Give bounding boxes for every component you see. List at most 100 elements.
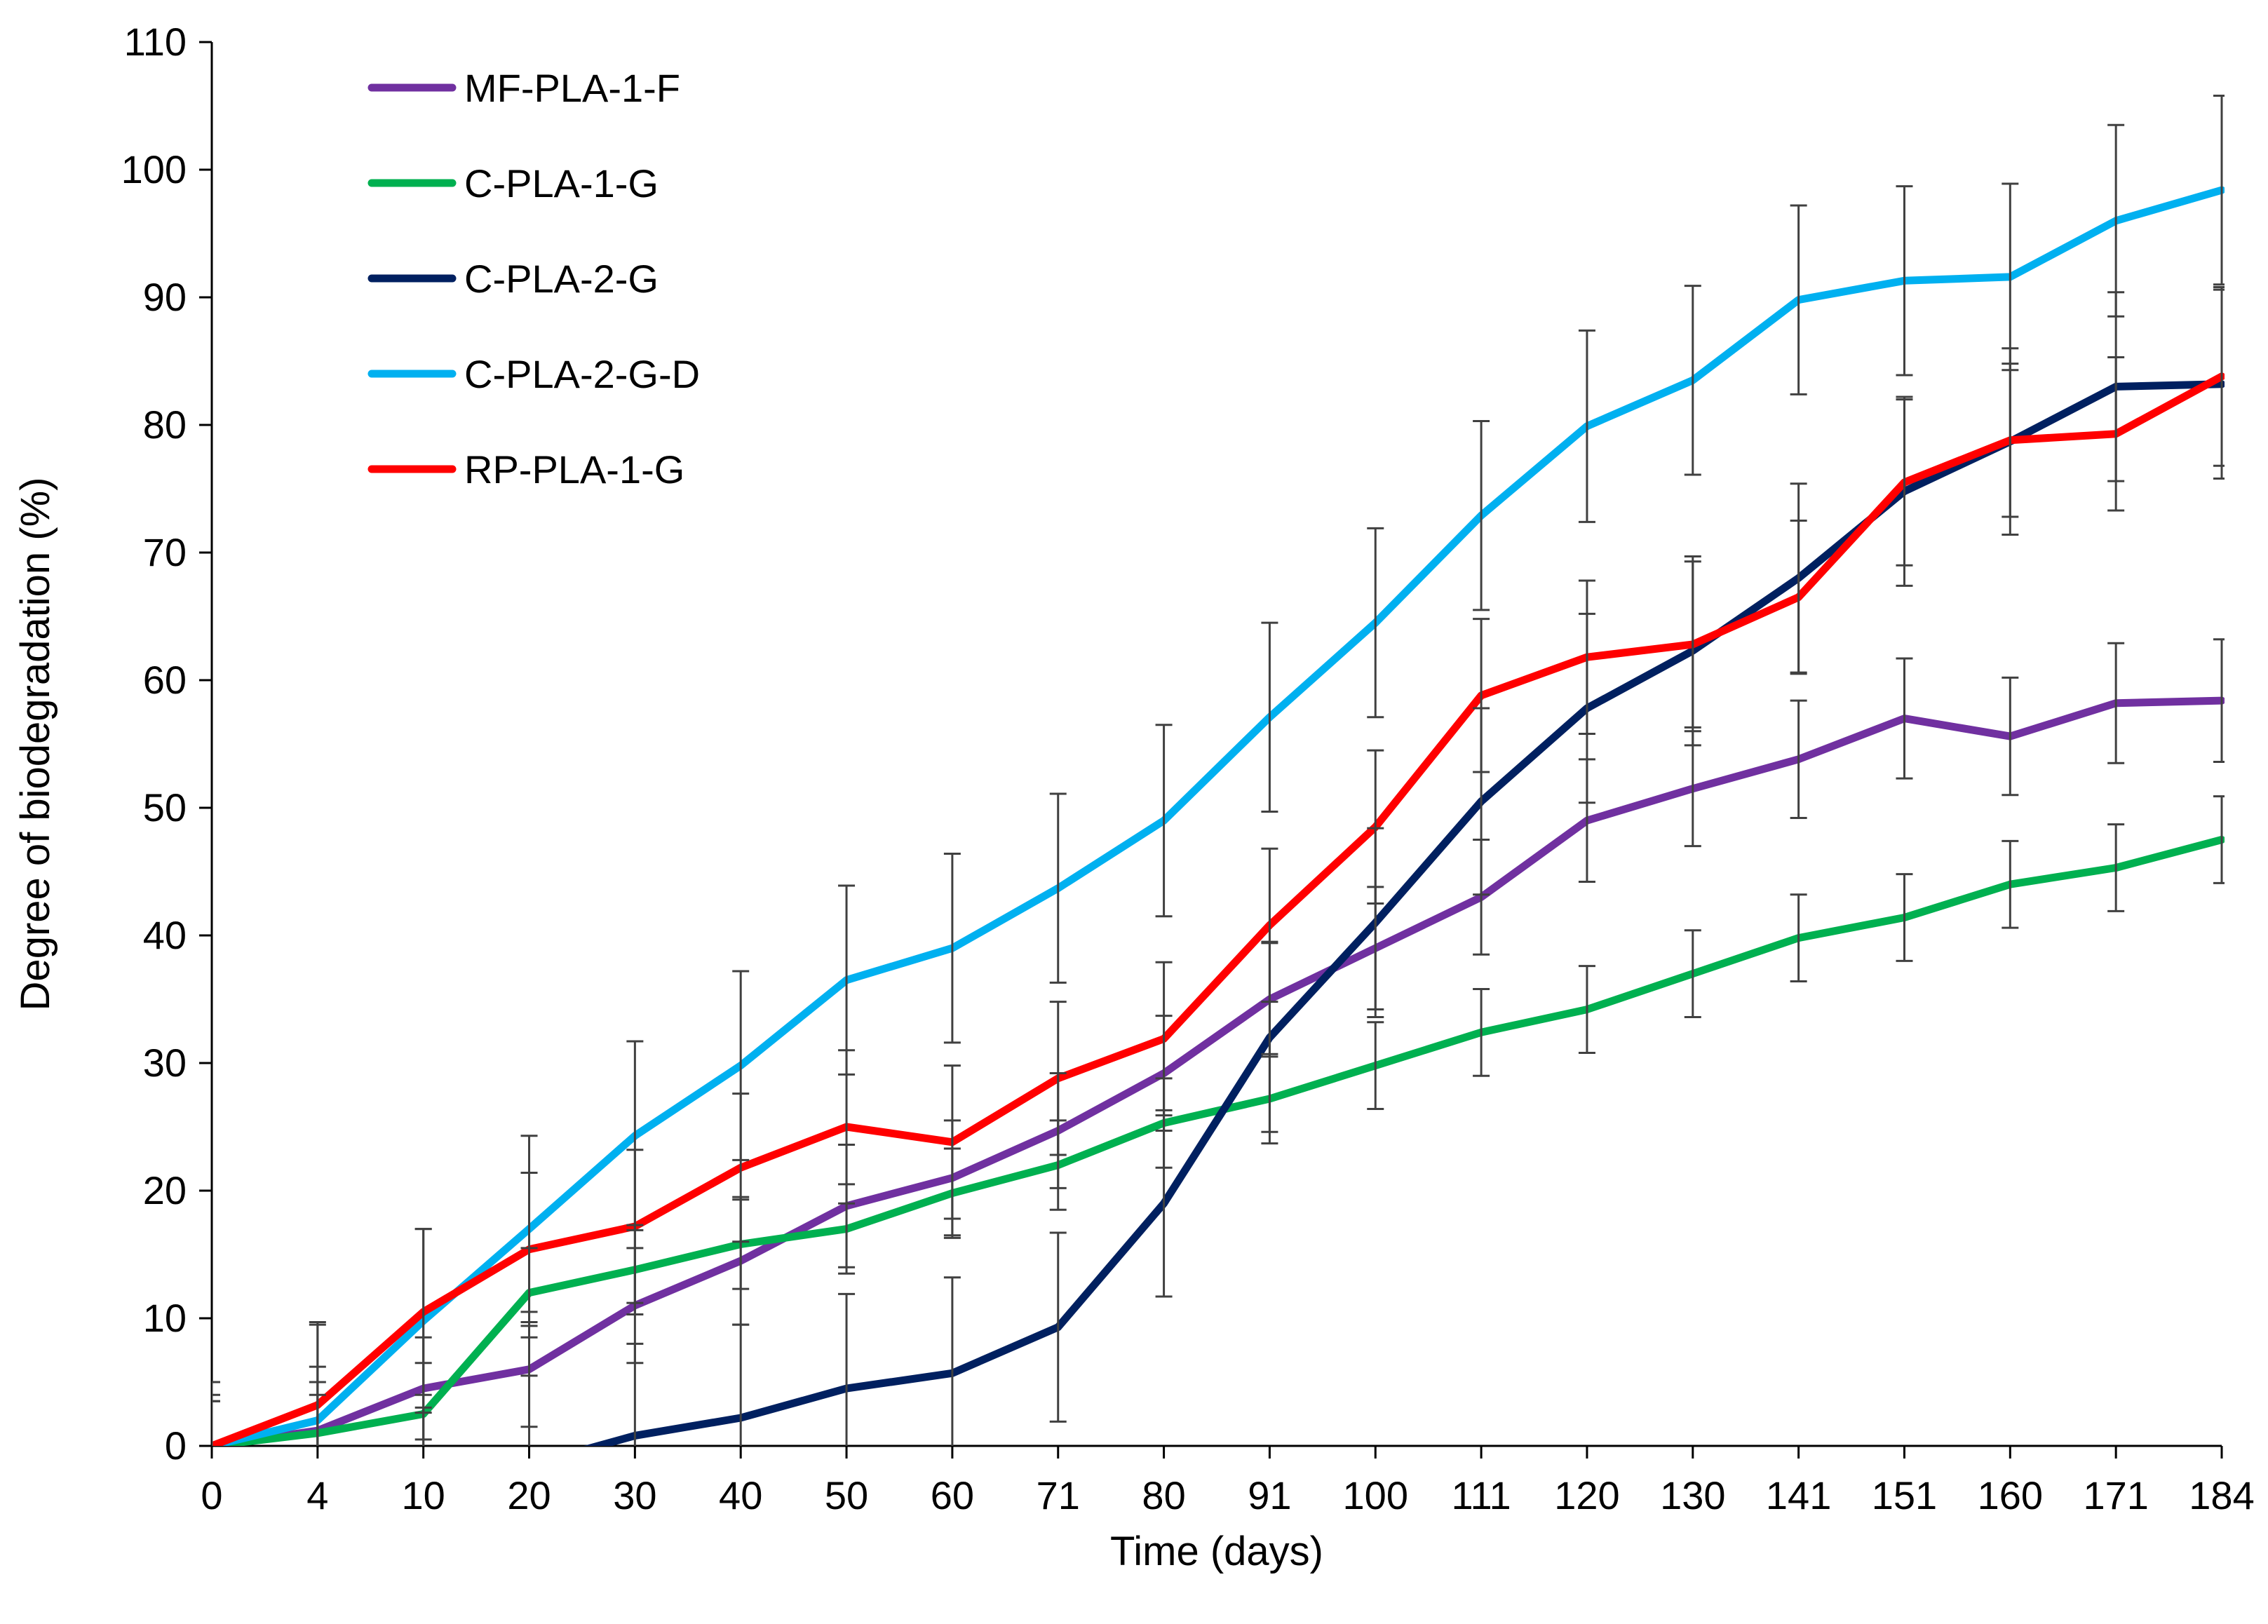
series-line-mf-pla-1-f (212, 696, 2225, 1446)
error-bar (732, 1092, 750, 1243)
x-tick-label: 71 (1037, 1473, 1080, 1517)
error-bar (1896, 398, 1913, 567)
y-tick-label: 100 (121, 147, 187, 191)
y-tick-label: 10 (143, 1296, 187, 1340)
error-bar (212, 1400, 220, 1446)
error-bar (414, 1228, 432, 1396)
y-tick-label: 20 (143, 1168, 187, 1212)
x-axis-title: Time (days) (1110, 1529, 1323, 1574)
x-tick-label: 160 (1978, 1473, 2043, 1517)
error-bar (1790, 893, 1807, 983)
error-bar (1896, 873, 1913, 962)
legend-item: C-PLA-1-G (367, 161, 659, 205)
x-tick-label: 40 (719, 1473, 762, 1517)
error-bar (2002, 839, 2019, 929)
error-bar (1367, 1021, 1384, 1111)
error-bar (1049, 792, 1067, 984)
error-bar (943, 1064, 961, 1220)
x-tick-label: 100 (1343, 1473, 1408, 1517)
error-bar (1896, 185, 1913, 377)
y-tick-label: 40 (143, 913, 187, 957)
error-bar (1684, 560, 1701, 729)
y-tick-label: 80 (143, 402, 187, 447)
x-tick-label: 184 (2189, 1473, 2254, 1517)
y-tick-label: 30 (143, 1041, 187, 1085)
legend-item: MF-PLA-1-F (367, 66, 680, 110)
x-tick-label: 111 (1452, 1473, 1511, 1517)
error-bar (1684, 929, 1701, 1018)
y-tick-label: 50 (143, 785, 187, 830)
error-bar (1790, 204, 1807, 395)
error-bar (212, 1381, 220, 1446)
error-bar (1473, 618, 1490, 773)
error-bar (1155, 1109, 1173, 1298)
series-lines (212, 186, 2225, 1446)
legend-label: MF-PLA-1-F (464, 66, 680, 110)
error-bar (1261, 847, 1278, 1003)
error-bar (212, 1393, 220, 1446)
error-bar (309, 1320, 326, 1446)
x-axis-ticks: 0 4 10 20 30 40 50 60 71 80 91 100 111 120 130 141 151 16… (201, 1446, 2255, 1517)
error-bar (1578, 965, 1595, 1054)
x-tick-label: 0 (201, 1473, 222, 1517)
error-bar (2213, 94, 2225, 286)
error-bar (1790, 520, 1807, 675)
x-tick-label: 20 (507, 1473, 551, 1517)
error-bar (2107, 642, 2125, 764)
legend: MF-PLA-1-F C-PLA-1-G C-PLA-2-G C-PLA-2-G-D R… (367, 66, 700, 492)
x-tick-label: 60 (931, 1473, 974, 1517)
series-line-c-pla-2-g (212, 380, 2225, 1446)
legend-item: C-PLA-2-G (367, 257, 659, 301)
x-tick-label: 141 (1766, 1473, 1831, 1517)
error-bar (1578, 579, 1595, 735)
error-bar (626, 1342, 644, 1446)
x-tick-label: 91 (1248, 1473, 1291, 1517)
x-tick-label: 130 (1660, 1473, 1725, 1517)
x-tick-label: 151 (1872, 1473, 1937, 1517)
y-axis-ticks: 0 10 20 30 40 50 60 70 80 90 100 110 (121, 20, 212, 1468)
error-bar (1473, 420, 1490, 611)
error-bar (2213, 638, 2225, 763)
y-axis-title: Degree of biodegradation (%) (13, 478, 58, 1011)
error-bar (1155, 961, 1173, 1117)
legend-item: RP-PLA-1-G (367, 447, 684, 492)
error-bar (732, 1323, 750, 1446)
legend-label: C-PLA-2-G-D (464, 352, 700, 396)
error-bar (1790, 699, 1807, 820)
error-bar (1684, 285, 1701, 476)
axes (210, 42, 2222, 1447)
x-tick-label: 80 (1142, 1473, 1185, 1517)
legend-label: C-PLA-2-G (464, 257, 659, 301)
x-tick-label: 4 (306, 1473, 328, 1517)
error-bar (1367, 749, 1384, 905)
y-tick-label: 110 (124, 20, 187, 64)
error-bar (2107, 123, 2125, 318)
error-bar (838, 1049, 856, 1205)
series-line-c-pla-1-g (212, 836, 2225, 1446)
error-bar (2002, 676, 2019, 797)
series-line-rp-pla-1-g (212, 372, 2225, 1446)
error-bar (1049, 1231, 1067, 1423)
x-tick-label: 120 (1554, 1473, 1619, 1517)
error-bar (520, 1374, 538, 1446)
error-bar (2107, 356, 2125, 512)
error-bar (626, 1149, 644, 1304)
error-bar (943, 853, 961, 1044)
error-bar (1049, 1001, 1067, 1156)
error-bar (2213, 285, 2225, 467)
legend-label: C-PLA-1-G (464, 161, 659, 205)
error-bar (2002, 363, 2019, 518)
x-tick-label: 50 (825, 1473, 868, 1517)
legend-item: C-PLA-2-G-D (367, 352, 700, 396)
error-bar (1261, 621, 1278, 813)
error-bar (2107, 823, 2125, 912)
legend-label: RP-PLA-1-G (464, 447, 684, 492)
error-bar (1473, 987, 1490, 1077)
error-bar (943, 1276, 961, 1446)
x-tick-label: 10 (402, 1473, 445, 1517)
y-tick-label: 0 (165, 1423, 187, 1468)
error-bar (1578, 329, 1595, 523)
x-tick-label: 171 (2083, 1473, 2148, 1517)
x-tick-label: 30 (613, 1473, 656, 1517)
